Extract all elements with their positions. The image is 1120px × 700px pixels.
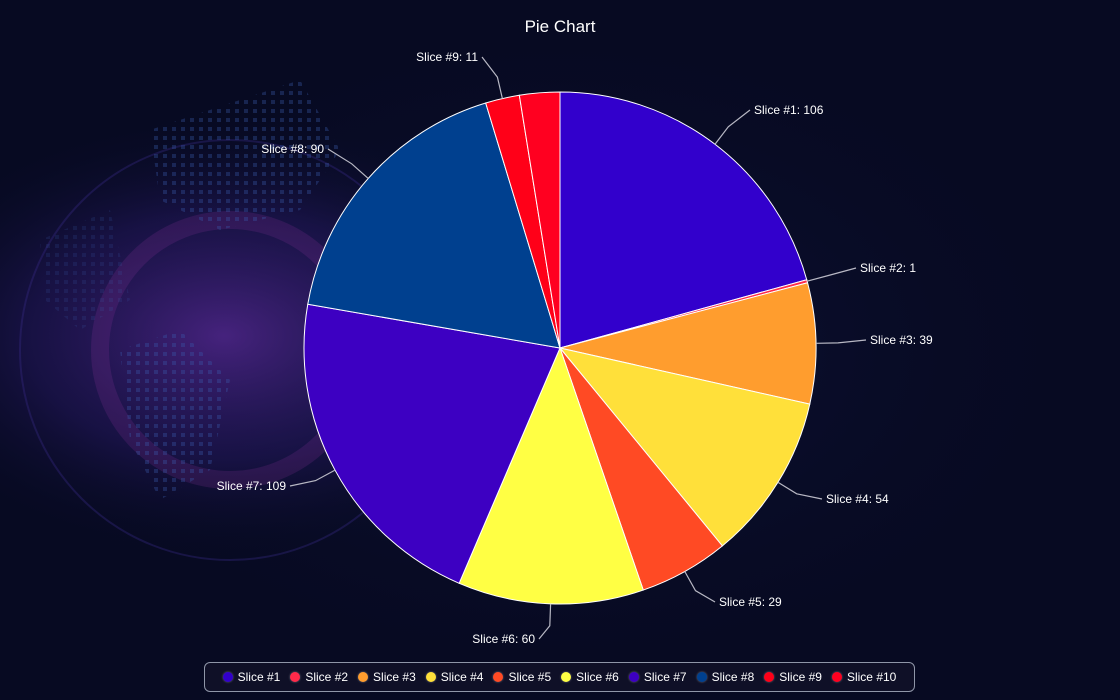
leader-line-5 (684, 571, 716, 603)
legend-swatch (561, 672, 572, 682)
slice-label-6: Slice #6: 60 (472, 632, 535, 646)
slice-label-2: Slice #2: 1 (860, 261, 916, 275)
legend: Slice #1 Slice #2 Slice #3 Slice #4 Slice #5… (204, 662, 915, 692)
legend-swatch (358, 672, 369, 682)
legend-label: Slice #6 (576, 670, 619, 684)
slice-labels: Slice #1: 106 Slice #2: 1 Slice #3: 39 Slic… (217, 50, 933, 646)
legend-item-4[interactable]: Slice #4 (425, 670, 484, 684)
legend-item-9[interactable]: Slice #9 (764, 670, 822, 684)
legend-swatch (290, 672, 301, 682)
legend-label: Slice #3 (373, 670, 416, 684)
legend-label: Slice #2 (305, 670, 349, 684)
pie-slice-6[interactable] (458, 346, 644, 605)
legend-label: Slice #5 (508, 670, 552, 684)
legend-label: Slice #7 (643, 670, 687, 684)
legend-swatch (696, 672, 707, 682)
pie-slices (303, 91, 817, 605)
legend-item-10[interactable]: Slice #10 (831, 670, 897, 684)
legend-item-7[interactable]: Slice #7 (628, 670, 687, 684)
legend-swatch (628, 672, 639, 682)
legend-swatch (831, 672, 842, 682)
pie-slice-8[interactable] (307, 102, 561, 349)
legend-label: Slice #10 (846, 670, 897, 684)
globe-dots (40, 80, 340, 500)
slice-label-4: Slice #4: 54 (826, 492, 889, 506)
leader-line-6 (538, 603, 552, 640)
leader-line-2 (806, 267, 857, 282)
legend-item-3[interactable]: Slice #3 (358, 670, 416, 684)
legend-label: Slice #4 (440, 670, 484, 684)
leader-line-7 (289, 469, 336, 487)
slice-label-1: Slice #1: 106 (754, 103, 824, 117)
legend-swatch (493, 672, 504, 682)
slice-label-7: Slice #7: 109 (217, 479, 287, 493)
pie-slice-10[interactable] (518, 91, 561, 349)
legend-swatch (425, 672, 436, 682)
leader-line-1 (714, 109, 751, 145)
slice-label-3: Slice #3: 39 (870, 333, 933, 347)
legend-item-2[interactable]: Slice #2 (290, 670, 348, 684)
legend-label: Slice #1 (237, 670, 281, 684)
leader-line-4 (777, 481, 823, 500)
pie-slice-1[interactable] (559, 91, 808, 349)
leader-line-9 (481, 56, 503, 99)
legend-label: Slice #8 (711, 670, 755, 684)
legend-item-1[interactable]: Slice #1 (222, 670, 281, 684)
legend-item-6[interactable]: Slice #6 (561, 670, 619, 684)
slice-label-9: Slice #9: 11 (416, 50, 478, 64)
pie-slice-4[interactable] (558, 347, 811, 547)
slice-label-8: Slice #8: 90 (261, 142, 324, 156)
legend-label: Slice #9 (779, 670, 822, 684)
pie-slice-3[interactable] (559, 282, 817, 405)
chart-title: Pie Chart (524, 17, 596, 36)
legend-swatch (222, 672, 233, 682)
legend-swatch (764, 672, 775, 682)
legend-item-5[interactable]: Slice #5 (493, 670, 551, 684)
leader-line-3 (815, 339, 867, 344)
leader-line-8 (327, 148, 369, 179)
slice-label-5: Slice #5: 29 (719, 595, 782, 609)
legend-item-8[interactable]: Slice #8 (696, 670, 755, 684)
